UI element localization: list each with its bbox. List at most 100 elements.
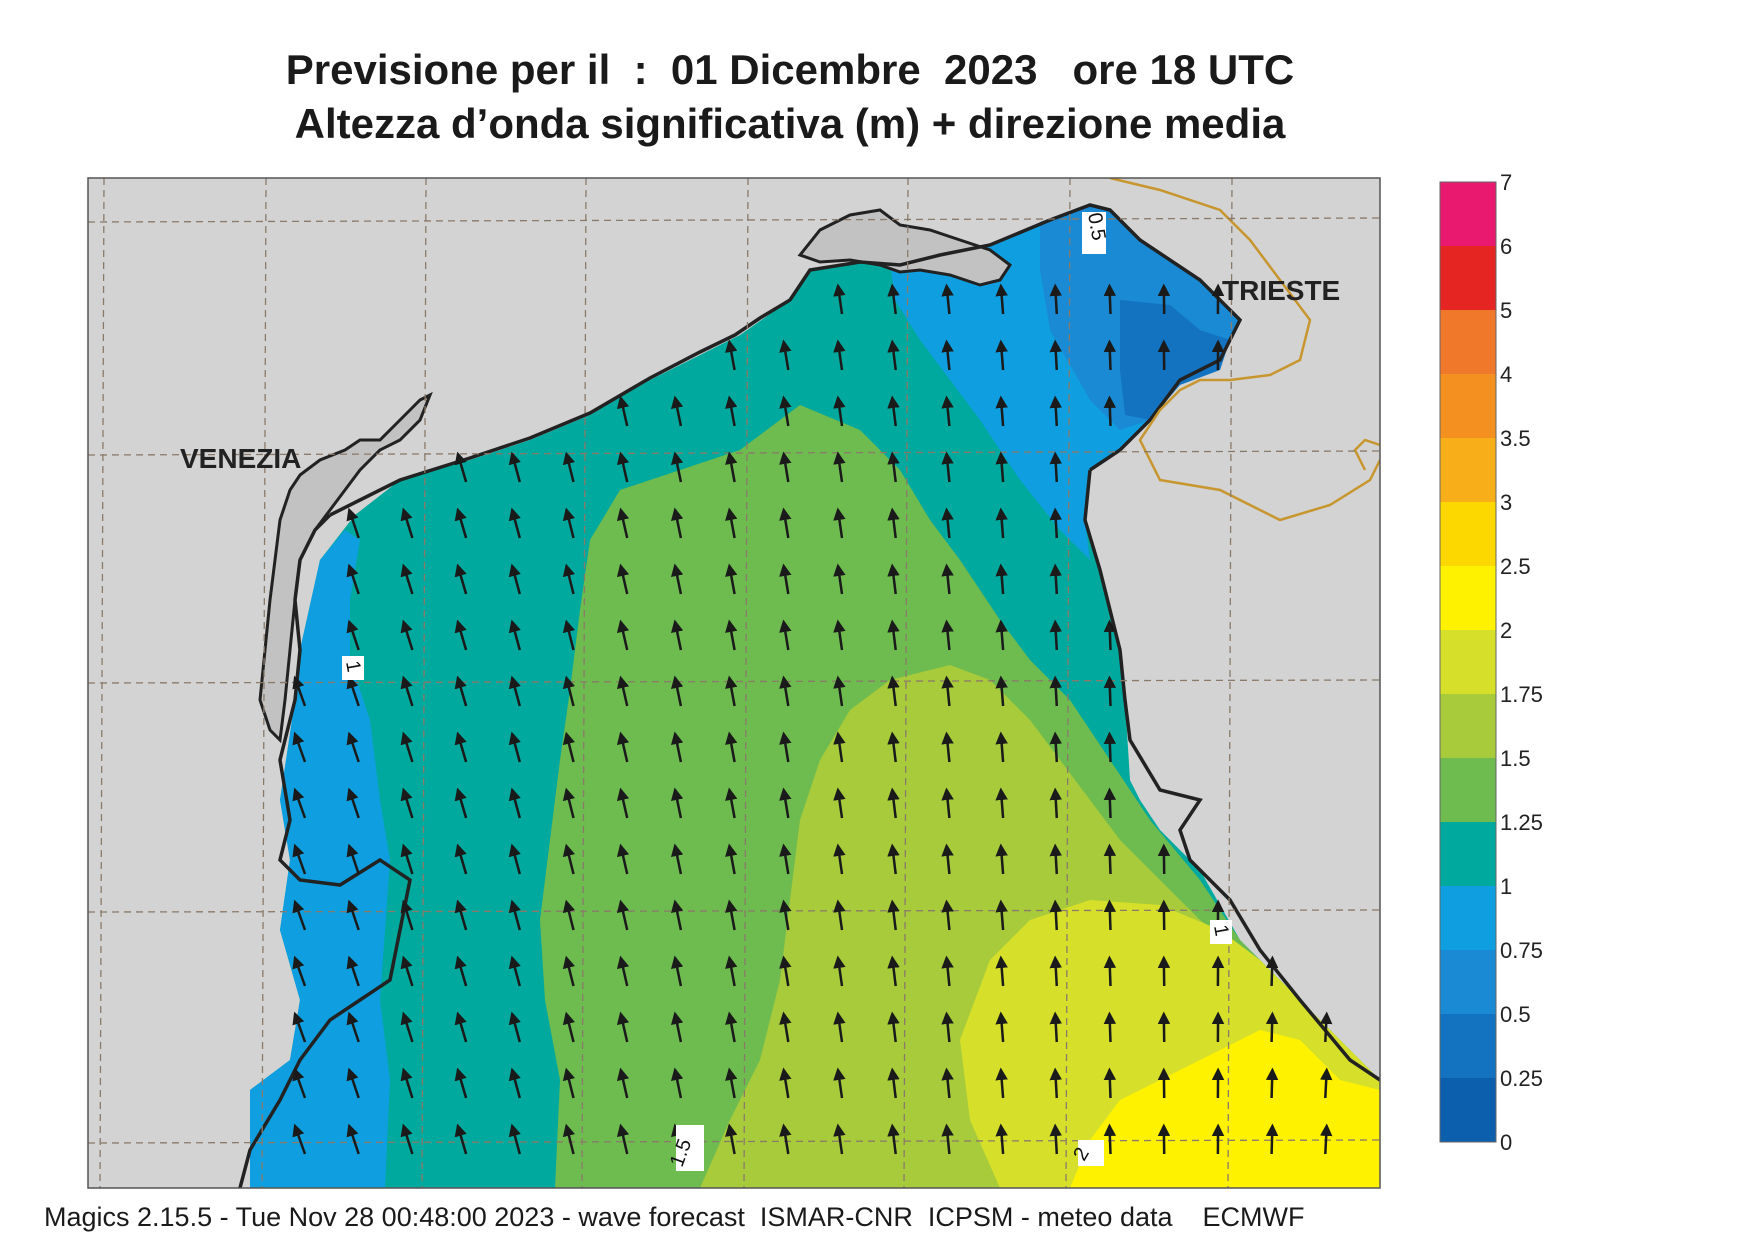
wave-arrow [779, 507, 792, 539]
wave-arrow [833, 843, 846, 875]
legend-swatch [1440, 822, 1496, 886]
legend-swatch [1440, 694, 1496, 758]
wave-arrow [616, 1067, 630, 1099]
wave-arrow [346, 675, 360, 707]
wave-arrow [1103, 619, 1117, 651]
wave-arrow [779, 395, 792, 427]
wave-arrow [833, 899, 846, 931]
wave-arrow [292, 787, 307, 819]
coastline-west [238, 513, 412, 1188]
wave-arrow [1049, 1011, 1063, 1043]
wave-arrow [671, 787, 684, 819]
wave-arrow [616, 1123, 630, 1155]
wave-arrow [1265, 1011, 1279, 1043]
wave-arrow [779, 339, 792, 371]
wave-arrow [833, 1067, 846, 1099]
wave-arrow [779, 1011, 792, 1043]
wave-arrow [887, 675, 900, 707]
wave-arrow [833, 451, 846, 483]
wave-arrow [508, 955, 522, 987]
wave-arrow [616, 619, 630, 651]
wave-arrow [887, 843, 900, 875]
wave-arrow [941, 955, 954, 987]
wave-arrow [995, 787, 1008, 819]
wave-arrow [616, 1011, 630, 1043]
legend-swatch [1440, 950, 1496, 1014]
wave-arrow [508, 787, 522, 819]
wave-arrow [562, 675, 575, 707]
wave-arrow [562, 955, 575, 987]
wave-arrow [779, 563, 792, 595]
wave-arrow [562, 563, 575, 595]
wave-arrow [562, 899, 575, 931]
wave-arrow [887, 451, 900, 483]
wave-arrow [887, 507, 900, 539]
legend-label: 3 [1500, 490, 1512, 515]
contour-label-1-west: 1 [341, 656, 365, 680]
wave-arrow [995, 1123, 1008, 1155]
wave-arrow [400, 843, 414, 875]
wave-arrow [562, 731, 575, 763]
wave-arrow [887, 619, 900, 651]
wave-arrow [346, 563, 360, 595]
wave-arrow [454, 563, 468, 595]
wave-arrow [725, 451, 738, 483]
wave-arrow [292, 955, 307, 987]
wave-arrow [995, 395, 1008, 427]
wave-arrow [671, 843, 684, 875]
wave-arrow [995, 339, 1008, 371]
wave-arrow [779, 619, 792, 651]
wave-arrow [1103, 899, 1117, 931]
legend-swatch [1440, 758, 1496, 822]
wave-arrow [562, 451, 575, 483]
wave-arrow [346, 899, 360, 931]
wave-arrow [941, 619, 954, 651]
wave-arrow [400, 675, 414, 707]
wave-arrow [995, 507, 1008, 539]
wave-arrow [671, 563, 684, 595]
contour-label-0.5: 0.5 [1082, 211, 1110, 254]
wave-arrow [1103, 955, 1117, 987]
legend-label: 0.5 [1500, 1002, 1531, 1027]
wave-arrow [1103, 283, 1117, 315]
wave-arrow [292, 731, 307, 763]
wave-arrow [616, 395, 630, 427]
wave-arrow [671, 619, 684, 651]
wave-arrow [616, 563, 630, 595]
wave-arrow [508, 899, 522, 931]
wave-arrow [400, 787, 414, 819]
wave-arrow [454, 451, 468, 483]
wave-arrow [779, 787, 792, 819]
wave-arrow [671, 451, 684, 483]
legend-swatch [1440, 1078, 1496, 1142]
wave-arrow [400, 507, 414, 539]
wave-arrow [1049, 451, 1063, 483]
wave-arrow [562, 507, 575, 539]
wave-arrow [1319, 1067, 1333, 1099]
wave-arrow [941, 675, 954, 707]
wave-arrow [725, 843, 738, 875]
city-label-venezia: VENEZIA [180, 443, 301, 474]
legend-swatch [1440, 630, 1496, 694]
contour-label-1.5: 1.5 [666, 1125, 704, 1171]
sea-band-0.25-0.5 [1120, 300, 1230, 420]
wave-arrow [941, 451, 954, 483]
wave-arrow [725, 619, 738, 651]
legend-swatch [1440, 374, 1496, 438]
wave-arrow [779, 731, 792, 763]
wave-arrow [995, 731, 1008, 763]
wave-arrow [725, 787, 738, 819]
wave-arrow [508, 507, 522, 539]
map-title: Previsione per il : 01 Dicembre 2023 ore… [285, 46, 1295, 93]
wave-arrow [725, 339, 738, 371]
wave-arrow [508, 843, 522, 875]
wave-arrow [454, 619, 468, 651]
wave-arrow [725, 1011, 738, 1043]
wave-arrow [346, 843, 360, 875]
wave-arrow [1049, 1067, 1063, 1099]
wave-arrow [725, 731, 738, 763]
wave-arrow [995, 843, 1008, 875]
wave-arrow [995, 675, 1008, 707]
legend-swatch [1440, 246, 1496, 310]
wave-arrow [887, 1067, 900, 1099]
